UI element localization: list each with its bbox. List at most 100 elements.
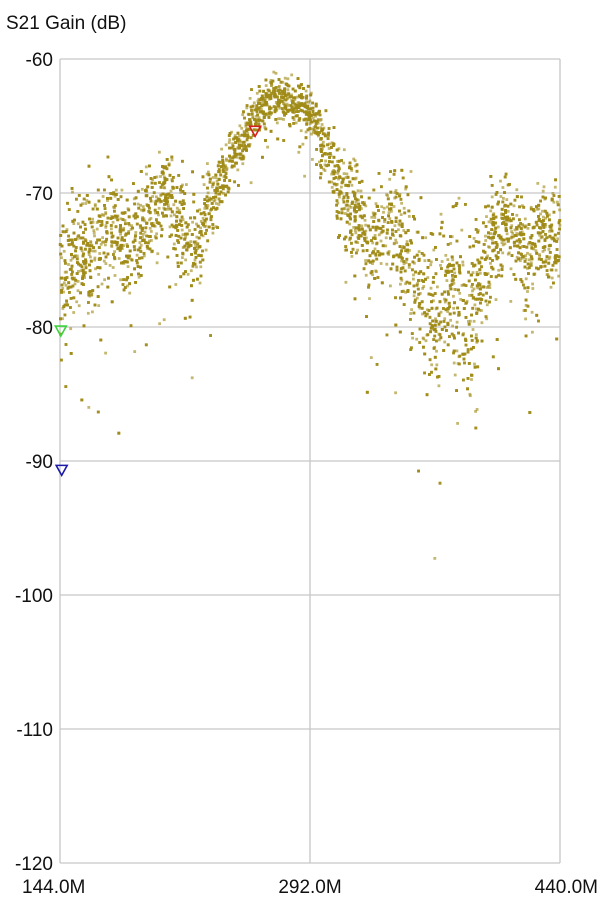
data-point (548, 255, 552, 259)
data-point (198, 281, 202, 285)
data-point (400, 278, 404, 282)
data-point (63, 230, 67, 234)
data-point (532, 247, 536, 251)
data-point (356, 189, 360, 193)
data-point (104, 211, 108, 214)
data-point (330, 186, 334, 189)
data-point (371, 211, 375, 215)
data-point (282, 102, 285, 105)
data-point (445, 279, 449, 282)
data-point (515, 232, 519, 235)
data-point (406, 250, 410, 254)
data-point (111, 220, 115, 224)
data-point (117, 257, 121, 260)
data-point (143, 219, 147, 223)
data-point (443, 300, 447, 304)
data-point (321, 140, 325, 144)
data-point (435, 349, 438, 353)
data-point (558, 208, 561, 212)
data-point (336, 160, 339, 163)
data-point (162, 318, 166, 322)
data-point (104, 224, 108, 227)
data-point (100, 282, 104, 286)
data-point (264, 84, 268, 87)
data-point (360, 207, 363, 211)
data-point (499, 195, 503, 198)
data-point (350, 255, 354, 258)
data-point (520, 256, 524, 260)
data-point (310, 127, 314, 131)
data-point (238, 134, 241, 138)
data-point (475, 408, 479, 411)
data-point (443, 297, 446, 301)
data-point (193, 242, 197, 246)
data-point (512, 235, 515, 239)
data-point (486, 254, 489, 258)
data-point (342, 172, 346, 175)
data-point (314, 114, 318, 118)
data-point (181, 183, 184, 187)
data-point (556, 237, 560, 241)
data-point (102, 214, 105, 217)
data-point (328, 142, 331, 146)
data-point (158, 150, 161, 154)
data-point (348, 222, 351, 226)
data-point (352, 157, 356, 161)
data-point (373, 226, 377, 229)
data-point (148, 218, 151, 222)
data-point (432, 248, 436, 252)
data-point (489, 209, 493, 213)
data-point (553, 185, 557, 189)
data-point (485, 317, 489, 321)
data-point (453, 373, 457, 377)
data-point (473, 362, 476, 366)
data-point (207, 170, 210, 174)
data-point (204, 248, 208, 252)
data-point (399, 282, 402, 286)
data-point (418, 292, 422, 295)
data-point (132, 197, 136, 201)
data-point (181, 233, 185, 236)
data-point (526, 290, 529, 293)
data-point (162, 175, 166, 179)
data-point (201, 234, 205, 238)
data-point (236, 147, 240, 150)
data-point (487, 220, 491, 224)
data-point (139, 243, 143, 247)
data-point (155, 175, 159, 179)
data-point (364, 204, 368, 208)
data-points (58, 70, 562, 560)
data-point (439, 264, 442, 267)
data-point (364, 259, 367, 262)
data-point (110, 227, 113, 231)
data-point (375, 270, 378, 274)
data-point (424, 339, 428, 343)
data-point (104, 243, 107, 247)
data-point (145, 172, 148, 176)
data-point (538, 254, 541, 258)
data-point (156, 252, 160, 256)
data-point (505, 219, 508, 223)
data-point (63, 270, 67, 274)
data-point (167, 206, 170, 209)
data-point (490, 221, 494, 224)
data-point (440, 260, 444, 263)
data-point (476, 229, 480, 232)
data-point (400, 247, 404, 250)
data-point (206, 191, 210, 195)
data-point (155, 261, 159, 265)
data-point (170, 177, 174, 181)
data-point (404, 282, 407, 286)
data-point (415, 296, 419, 300)
data-point (110, 245, 114, 248)
data-point (509, 300, 513, 303)
data-point (523, 217, 527, 221)
data-point (374, 202, 378, 205)
data-point (444, 254, 448, 257)
data-point (341, 198, 345, 201)
data-point (222, 191, 225, 195)
data-point (342, 207, 346, 211)
data-point (385, 193, 388, 197)
data-point (417, 250, 421, 253)
data-point (478, 271, 482, 275)
